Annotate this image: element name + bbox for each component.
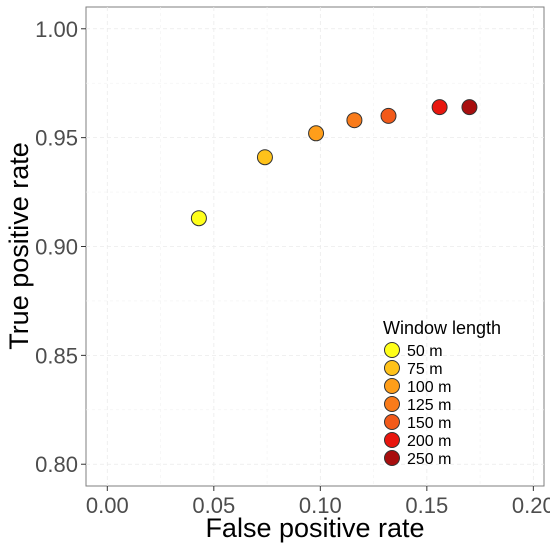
data-point [461, 99, 478, 116]
grid-lines [86, 7, 544, 486]
legend-label: 200 m [407, 433, 451, 450]
x-axis-ticks: 0.00 0.05 0.10 0.15 0.20 [86, 486, 550, 518]
data-point [380, 107, 397, 124]
legend-label: 150 m [407, 415, 451, 432]
data-point [346, 112, 363, 129]
y-tick-label: 0.80 [35, 452, 78, 477]
x-axis-title: False positive rate [205, 513, 424, 543]
y-axis-ticks: 0.80 0.85 0.90 0.95 1.00 [35, 17, 86, 477]
y-axis-title: True positive rate [4, 142, 34, 350]
x-tick-label: 0.05 [192, 493, 235, 518]
legend-key [384, 378, 400, 394]
legend-key [384, 360, 400, 376]
y-tick-label: 0.90 [35, 235, 78, 260]
legend-key [384, 396, 400, 412]
x-tick-label: 0.10 [299, 493, 342, 518]
y-tick-label: 0.85 [35, 343, 78, 368]
legend-key [384, 450, 400, 466]
data-point [431, 99, 448, 116]
legend-key [384, 342, 400, 358]
legend-label: 250 m [407, 451, 451, 468]
y-tick-label: 0.95 [35, 126, 78, 151]
data-points [190, 99, 478, 227]
legend-key [384, 414, 400, 430]
legend-title: Window length [383, 318, 501, 338]
x-tick-label: 0.00 [86, 493, 129, 518]
legend-label: 75 m [407, 361, 443, 378]
legend-label: 100 m [407, 379, 451, 396]
data-point [308, 125, 325, 142]
y-tick-label: 1.00 [35, 17, 78, 42]
plot-panel [85, 6, 545, 487]
data-point [256, 149, 273, 166]
x-tick-label: 0.15 [405, 493, 448, 518]
legend-key [384, 432, 400, 448]
legend-label: 125 m [407, 397, 451, 414]
data-point [190, 210, 207, 227]
legend-label: 50 m [407, 343, 443, 360]
x-tick-label: 0.20 [512, 493, 550, 518]
